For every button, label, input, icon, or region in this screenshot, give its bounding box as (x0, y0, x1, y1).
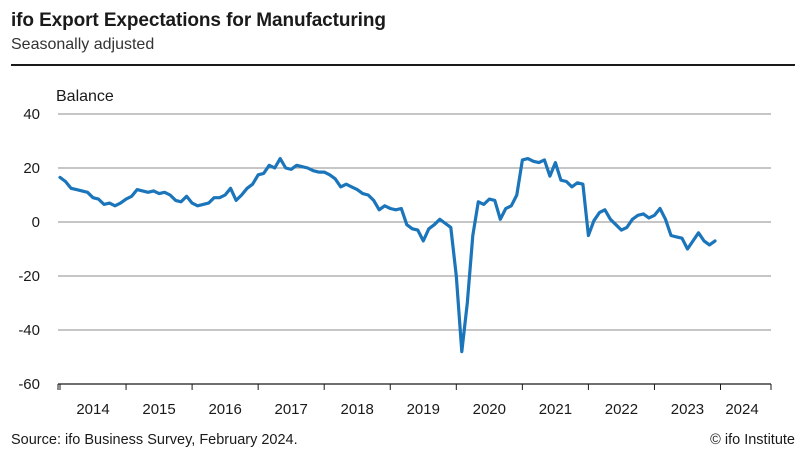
y-tick-label: 20 (23, 160, 40, 177)
y-axis-label: Balance (56, 88, 114, 105)
title-divider (11, 64, 795, 66)
chart-title: ifo Export Expectations for Manufacturin… (11, 10, 386, 31)
x-tick-label: 2023 (671, 401, 704, 418)
x-tick-label: 2014 (76, 401, 109, 418)
x-tick-label: 2020 (473, 401, 506, 418)
y-tick-label: -40 (18, 322, 40, 339)
chart-subtitle: Seasonally adjusted (11, 36, 155, 53)
y-tick-label: 0 (32, 214, 40, 231)
series-line (58, 157, 717, 354)
line-chart: Balance 40 20 0 -20 -40 -60 2014 2015 2016 2017 201… (18, 88, 772, 418)
y-tick-label: -20 (18, 268, 40, 285)
x-tick-label: 2018 (341, 401, 374, 418)
source-note: Source: ifo Business Survey, February 20… (11, 432, 298, 448)
y-tick-label: 40 (23, 106, 40, 123)
x-tick-label: 2016 (208, 401, 241, 418)
x-tick-label: 2024 (725, 401, 758, 418)
x-tick-label: 2017 (274, 401, 307, 418)
copyright-note: © ifo Institute (710, 432, 795, 448)
x-tick-label: 2015 (142, 401, 175, 418)
y-tick-label: -60 (18, 376, 40, 393)
x-tick-label: 2022 (605, 401, 638, 418)
x-tick-label: 2021 (539, 401, 572, 418)
x-tick-label: 2019 (407, 401, 440, 418)
